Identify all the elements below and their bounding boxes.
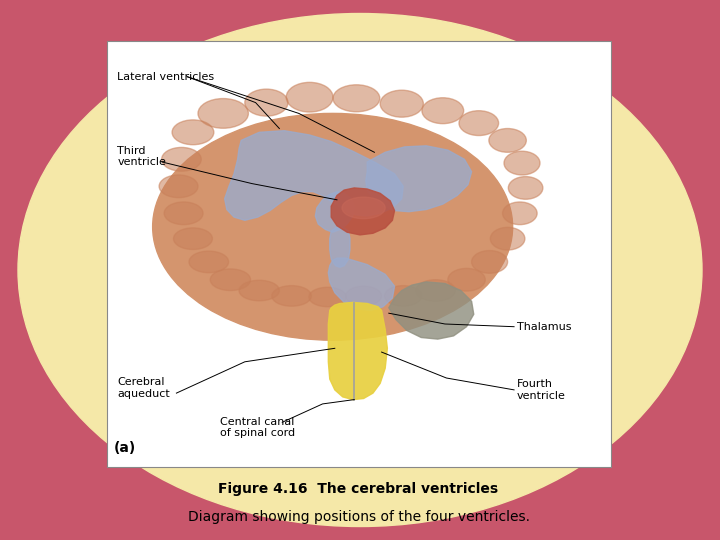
- Ellipse shape: [508, 177, 543, 199]
- Ellipse shape: [18, 14, 702, 526]
- Ellipse shape: [416, 280, 455, 301]
- Ellipse shape: [342, 197, 385, 219]
- Ellipse shape: [198, 98, 248, 128]
- Polygon shape: [328, 302, 387, 400]
- Ellipse shape: [448, 268, 485, 291]
- Ellipse shape: [245, 89, 288, 116]
- Ellipse shape: [159, 175, 198, 198]
- Ellipse shape: [309, 287, 346, 307]
- Ellipse shape: [384, 286, 422, 306]
- Text: Third
ventricle: Third ventricle: [117, 146, 166, 167]
- Polygon shape: [366, 146, 472, 212]
- Ellipse shape: [346, 286, 382, 306]
- Text: Cerebral
aqueduct: Cerebral aqueduct: [117, 377, 170, 399]
- Text: Figure 4.16  The cerebral ventricles: Figure 4.16 The cerebral ventricles: [218, 482, 499, 496]
- Ellipse shape: [422, 98, 464, 124]
- Text: Thalamus: Thalamus: [517, 322, 572, 332]
- Polygon shape: [225, 131, 403, 220]
- Polygon shape: [328, 258, 395, 310]
- Ellipse shape: [287, 82, 333, 112]
- Ellipse shape: [489, 129, 526, 152]
- Ellipse shape: [380, 90, 423, 117]
- Text: Diagram showing positions of the four ventricles.: Diagram showing positions of the four ve…: [187, 510, 529, 524]
- Ellipse shape: [472, 251, 508, 273]
- Ellipse shape: [272, 286, 312, 306]
- Text: (a): (a): [114, 441, 136, 455]
- Ellipse shape: [210, 269, 251, 291]
- Text: Fourth
ventricle: Fourth ventricle: [517, 379, 566, 401]
- Ellipse shape: [164, 202, 203, 225]
- Ellipse shape: [503, 202, 537, 225]
- Text: Lateral ventricles: Lateral ventricles: [117, 72, 215, 82]
- Ellipse shape: [459, 111, 498, 136]
- Ellipse shape: [153, 113, 513, 340]
- Polygon shape: [389, 282, 474, 339]
- Bar: [107, 40, 611, 467]
- Ellipse shape: [239, 280, 279, 301]
- Ellipse shape: [490, 227, 525, 250]
- Ellipse shape: [172, 120, 214, 145]
- Ellipse shape: [333, 85, 380, 112]
- Polygon shape: [315, 192, 354, 232]
- Ellipse shape: [174, 228, 212, 249]
- Ellipse shape: [161, 147, 202, 171]
- Ellipse shape: [504, 151, 540, 175]
- Polygon shape: [331, 188, 395, 235]
- Text: Central canal
of spinal cord: Central canal of spinal cord: [220, 417, 294, 438]
- Ellipse shape: [189, 251, 229, 273]
- Polygon shape: [330, 227, 350, 267]
